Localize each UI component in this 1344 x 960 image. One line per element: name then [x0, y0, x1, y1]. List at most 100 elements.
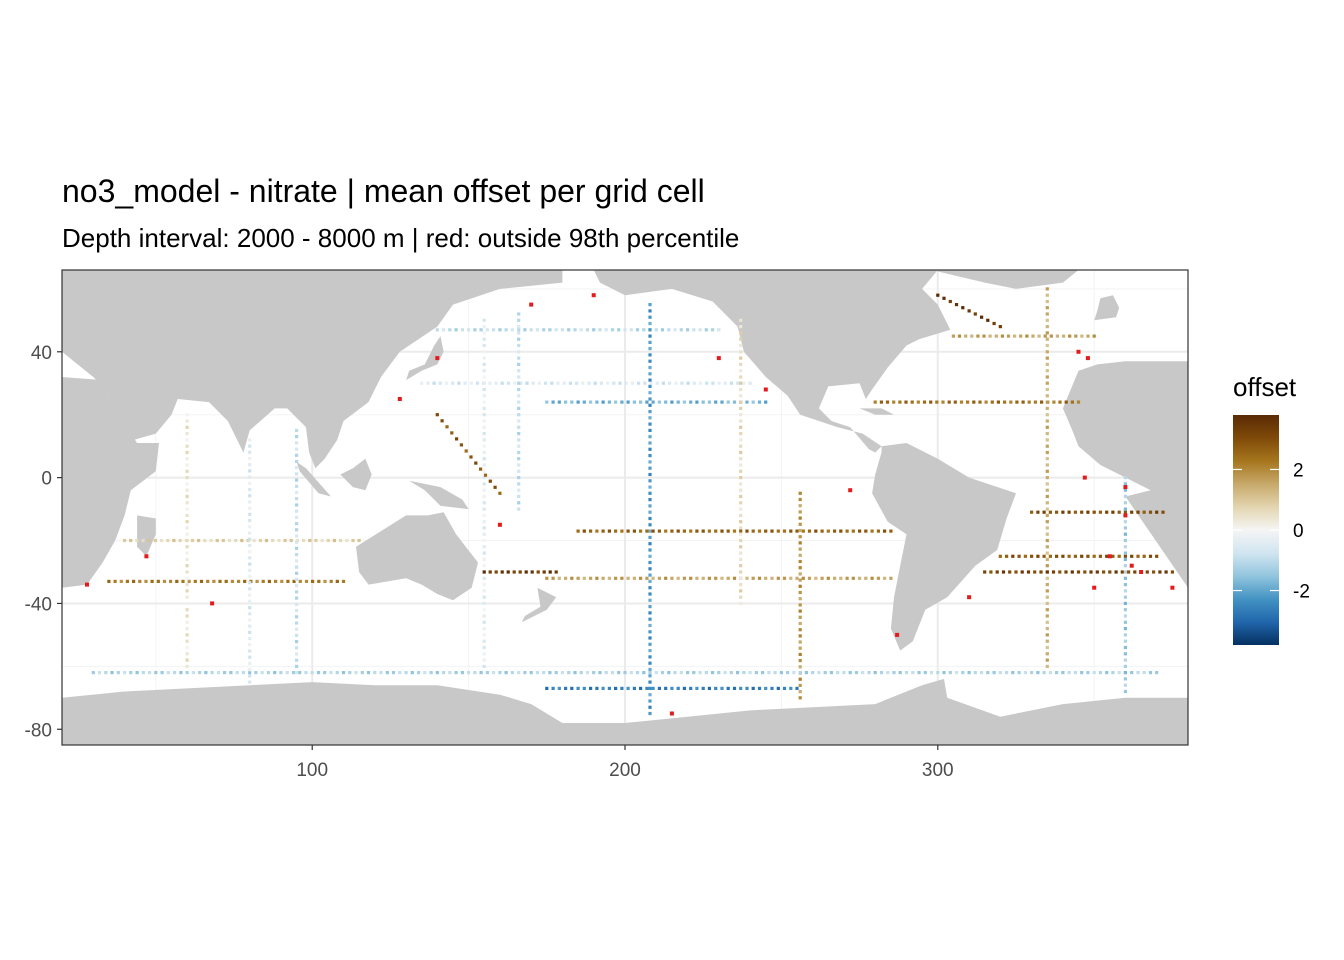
- track-cell: [248, 612, 252, 616]
- outlier-cell: [1076, 349, 1081, 354]
- track-cell: [517, 381, 521, 385]
- track-cell: [1045, 507, 1049, 511]
- track-cell: [1025, 334, 1029, 338]
- track-cell: [648, 630, 652, 634]
- track-cell: [1061, 554, 1065, 558]
- track-cell: [1040, 400, 1044, 404]
- outlier-cell: [895, 632, 900, 637]
- track-cell: [517, 469, 521, 473]
- track-cell: [248, 568, 252, 572]
- track-cell: [1073, 671, 1077, 675]
- track-cell: [798, 516, 802, 520]
- track-cell: [156, 579, 160, 583]
- track-cell: [579, 671, 583, 675]
- track-cell: [1073, 510, 1077, 514]
- track-cell: [254, 671, 258, 675]
- track-cell: [954, 671, 959, 675]
- track-cell: [298, 579, 302, 583]
- track-cell: [1045, 350, 1049, 354]
- track-cell: [904, 400, 908, 404]
- track-cell: [498, 671, 502, 675]
- track-cell: [798, 566, 802, 570]
- x-tick-label: 200: [609, 760, 641, 781]
- track-cell: [185, 652, 189, 656]
- track-cell: [645, 576, 649, 580]
- track-cell: [1092, 671, 1096, 675]
- track-cell: [589, 529, 593, 533]
- track-cell: [823, 671, 827, 675]
- track-cell: [739, 463, 743, 467]
- track-cell: [635, 671, 640, 675]
- track-cell: [757, 576, 762, 580]
- track-cell: [517, 476, 521, 480]
- track-cell: [695, 400, 699, 404]
- track-cell: [482, 318, 486, 322]
- track-cell: [898, 400, 902, 404]
- track-cell: [144, 579, 148, 583]
- track-cell: [917, 671, 921, 675]
- track-cell: [1161, 510, 1165, 514]
- track-cell: [185, 645, 189, 650]
- track-cell: [998, 671, 1002, 675]
- track-cell: [1092, 554, 1096, 558]
- track-cell: [739, 564, 743, 568]
- track-cell: [562, 381, 566, 385]
- track-cell: [564, 686, 568, 690]
- outlier-cell: [397, 397, 402, 401]
- track-cell: [295, 590, 299, 594]
- track-cell: [391, 671, 396, 675]
- track-cell: [482, 589, 486, 593]
- track-cell: [295, 459, 299, 464]
- track-cell: [482, 369, 486, 373]
- track-cell: [1052, 400, 1056, 404]
- track-cell: [620, 686, 624, 690]
- track-cell: [745, 576, 749, 580]
- track-cell: [1045, 325, 1049, 329]
- track-cell: [1003, 400, 1007, 404]
- track-cell: [883, 529, 887, 533]
- track-cell: [203, 538, 207, 543]
- track-cell: [482, 614, 486, 618]
- track-cell: [482, 664, 486, 668]
- track-cell: [589, 686, 593, 690]
- track-cell: [125, 579, 129, 583]
- track-cell: [648, 573, 652, 577]
- track-cell: [986, 671, 990, 675]
- track-cell: [123, 538, 127, 543]
- track-cell: [648, 693, 652, 697]
- track-cell: [980, 315, 984, 319]
- track-cell: [1048, 671, 1052, 675]
- track-cell: [610, 671, 615, 675]
- track-cell: [506, 381, 510, 385]
- track-cell: [206, 579, 210, 583]
- track-cell: [504, 671, 508, 675]
- track-cell: [1030, 510, 1034, 514]
- track-cell: [181, 579, 185, 583]
- track-cell: [898, 671, 902, 675]
- track-cell: [1123, 589, 1127, 593]
- track-cell: [185, 583, 189, 587]
- track-cell: [223, 671, 227, 675]
- track-cell: [1086, 334, 1090, 338]
- track-cell: [833, 576, 837, 580]
- track-cell: [248, 556, 252, 560]
- track-cell: [1123, 576, 1127, 580]
- track-cell: [185, 639, 189, 643]
- track-cell: [736, 381, 740, 385]
- track-cell: [1045, 513, 1049, 517]
- track-cell: [595, 686, 599, 690]
- track-cell: [664, 686, 668, 690]
- track-cell: [648, 384, 652, 388]
- track-cell: [542, 328, 546, 332]
- track-cell: [798, 646, 802, 650]
- track-cell: [1036, 554, 1040, 558]
- track-cell: [185, 457, 189, 461]
- track-cell: [739, 369, 743, 373]
- track-cell: [736, 671, 740, 675]
- track-cell: [739, 331, 743, 335]
- legend-tick-label: 2: [1293, 460, 1304, 481]
- track-cell: [1045, 400, 1049, 404]
- track-cell: [116, 671, 120, 675]
- track-cell: [1045, 343, 1049, 348]
- y-tick-label: -40: [25, 594, 52, 615]
